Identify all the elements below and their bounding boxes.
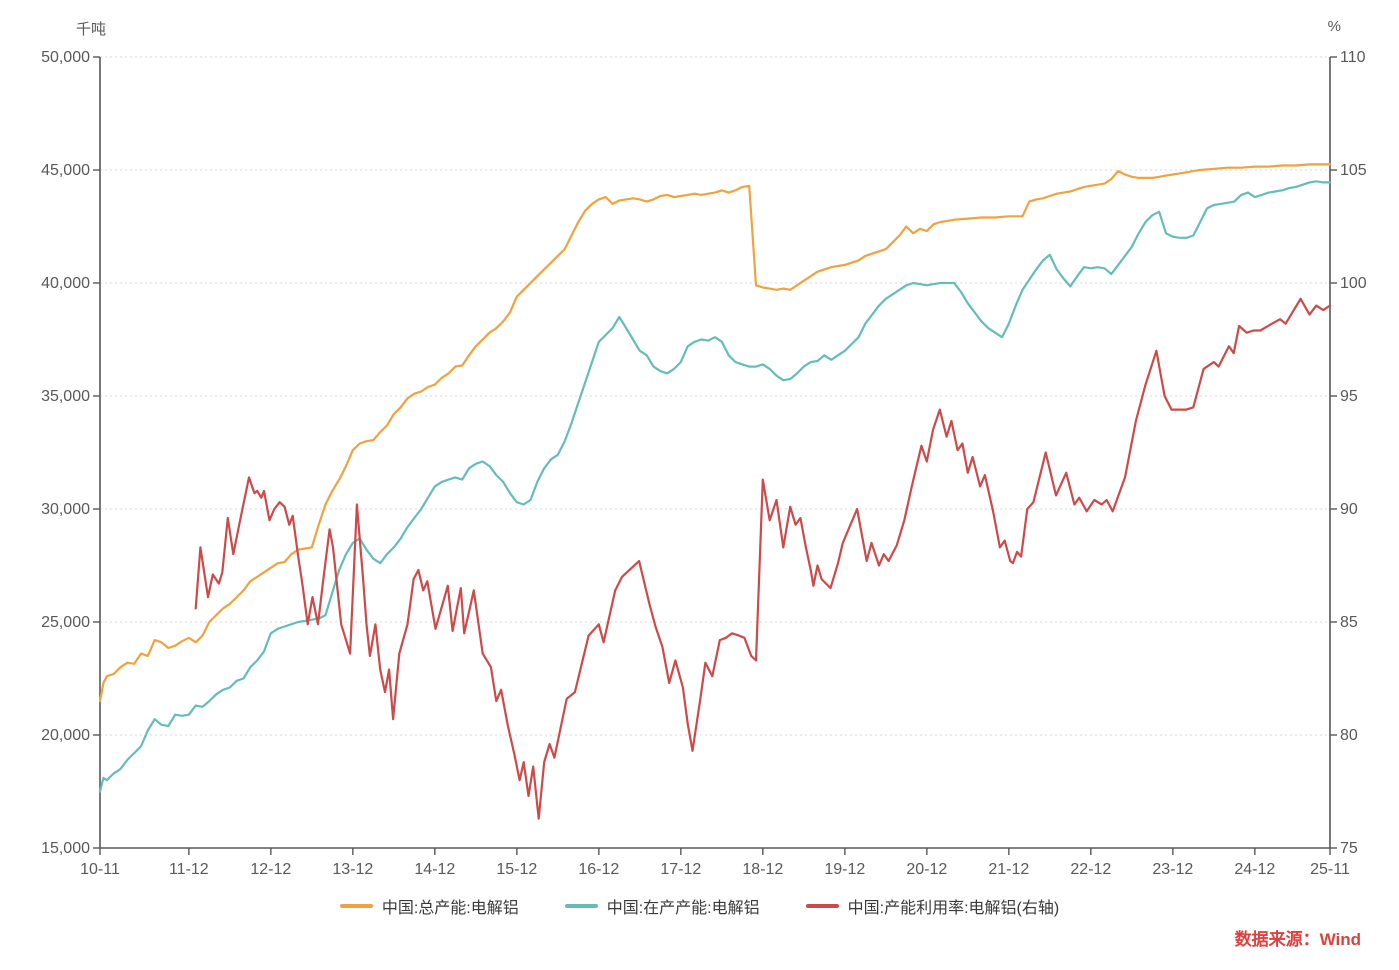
- legend-label: 中国:在产产能:电解铝: [606, 900, 760, 917]
- legend-dash-icon: [564, 904, 598, 908]
- right-axis-unit-label: %: [1327, 18, 1341, 35]
- y-right-tick-label: 100: [1340, 275, 1367, 292]
- y-left-tick-label: 30,000: [41, 501, 90, 518]
- x-tick-label: 13-12: [332, 861, 373, 878]
- x-tick-label: 18-12: [742, 861, 783, 878]
- y-right-tick-label: 80: [1340, 727, 1358, 744]
- x-tick-label: 23-12: [1152, 861, 1193, 878]
- chart-legend: 中国:总产能:电解铝 中国:在产产能:电解铝 中国:产能利用率:电解铝(右轴): [0, 894, 1399, 918]
- legend-item-total-capacity: 中国:总产能:电解铝: [339, 894, 519, 918]
- legend-label: 中国:总产能:电解铝: [381, 900, 519, 917]
- y-right-tick-label: 90: [1340, 501, 1358, 518]
- y-right-tick-label: 85: [1340, 614, 1358, 631]
- left-axis-unit-label: 千吨: [76, 21, 107, 38]
- y-right-tick-label: 95: [1340, 388, 1358, 405]
- y-left-tick-label: 35,000: [41, 388, 90, 405]
- y-left-tick-label: 20,000: [41, 727, 90, 744]
- series-line-2: [194, 297, 1332, 820]
- legend-dash-icon: [339, 904, 373, 908]
- y-left-tick-label: 45,000: [41, 162, 90, 179]
- y-right-tick-label: 110: [1340, 49, 1366, 66]
- legend-label: 中国:产能利用率:电解铝(右轴): [847, 900, 1060, 917]
- data-source-label: 数据来源：Wind: [1234, 930, 1361, 949]
- x-tick-label: 21-12: [988, 861, 1029, 878]
- x-tick-label: 14-12: [414, 861, 455, 878]
- legend-item-utilization-rate: 中国:产能利用率:电解铝(右轴): [805, 894, 1060, 918]
- y-left-tick-label: 25,000: [41, 614, 90, 631]
- x-tick-label: 24-12: [1234, 861, 1275, 878]
- y-left-tick-label: 50,000: [41, 49, 90, 66]
- x-tick-label: 12-12: [250, 861, 291, 878]
- x-tick-label: 15-12: [496, 861, 537, 878]
- y-left-tick-label: 15,000: [41, 840, 90, 857]
- legend-dash-icon: [805, 904, 839, 908]
- x-tick-label: 10-11: [80, 861, 120, 878]
- x-tick-label: 20-12: [906, 861, 947, 878]
- x-tick-label: 22-12: [1070, 861, 1111, 878]
- series-line-1: [98, 180, 1332, 793]
- x-tick-label: 25-11: [1310, 861, 1350, 878]
- x-tick-label: 11-12: [169, 861, 209, 878]
- y-left-tick-label: 40,000: [41, 275, 90, 292]
- series-line-0: [98, 163, 1332, 703]
- x-tick-label: 16-12: [578, 861, 619, 878]
- y-right-tick-label: 75: [1340, 840, 1358, 857]
- legend-item-operating-capacity: 中国:在产产能:电解铝: [564, 894, 760, 918]
- x-tick-label: 19-12: [824, 861, 865, 878]
- x-tick-label: 17-12: [660, 861, 701, 878]
- y-right-tick-label: 105: [1340, 162, 1367, 179]
